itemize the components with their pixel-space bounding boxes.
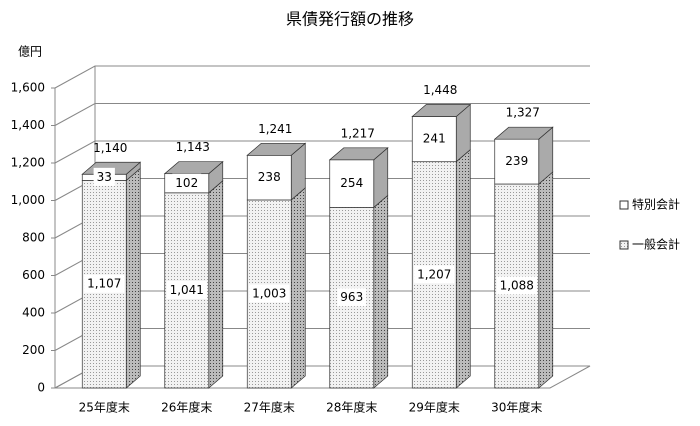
- legend-label: 一般会計: [632, 237, 680, 252]
- data-label-box: [254, 168, 284, 187]
- legend-swatch: [619, 240, 629, 250]
- y-unit: 億円: [18, 45, 42, 59]
- bar-top: [163, 161, 224, 175]
- y-tick-label: 400: [22, 306, 45, 320]
- data-label: 239: [505, 154, 528, 168]
- bar-side: [208, 180, 224, 389]
- legend-swatch: [619, 200, 629, 210]
- data-label: 963: [340, 290, 363, 304]
- y-tick-label: 1,400: [11, 118, 45, 132]
- grid-line: [54, 103, 590, 126]
- bar-top: [493, 126, 554, 140]
- data-label: 254: [340, 176, 363, 190]
- bar-side: [373, 194, 389, 389]
- total-label: 1,217: [341, 126, 375, 140]
- total-label: 1,327: [506, 106, 540, 120]
- data-label-box: [172, 173, 202, 192]
- data-label: 1,207: [417, 267, 451, 281]
- legend-label: 特別会計: [632, 197, 680, 212]
- grid-line: [54, 65, 590, 89]
- total-label: 1,140: [93, 141, 127, 155]
- y-tick-label: 0: [37, 381, 45, 395]
- y-tick-label: 1,000: [11, 193, 45, 207]
- chart-title: 県債発行額の推移: [286, 10, 414, 29]
- data-label: 238: [258, 170, 281, 184]
- data-label-box: [496, 276, 537, 295]
- data-label-box: [502, 152, 532, 171]
- x-tick-label: 29年度末: [409, 400, 460, 415]
- data-label: 1,107: [87, 277, 121, 291]
- total-label: 1,448: [423, 83, 457, 97]
- x-tick-label: 25年度末: [79, 400, 130, 415]
- y-tick-label: 1,200: [11, 156, 45, 170]
- x-tick-label: 26年度末: [161, 400, 212, 415]
- data-label: 1,041: [170, 283, 204, 297]
- data-label-box: [166, 280, 207, 299]
- data-label-box: [84, 274, 125, 293]
- bar-side: [290, 187, 306, 389]
- data-label-box: [419, 129, 449, 148]
- x-tick-label: 30年度末: [491, 400, 542, 415]
- x-tick-label: 28年度末: [326, 400, 377, 415]
- bar-side: [125, 167, 141, 389]
- data-label: 102: [175, 176, 198, 190]
- bar-top: [246, 142, 307, 156]
- bar-top: [411, 104, 472, 117]
- data-label-box: [337, 288, 367, 307]
- bar-side: [538, 171, 554, 389]
- data-label: 33: [97, 170, 112, 184]
- data-label-box: [414, 265, 455, 284]
- data-label: 241: [423, 132, 446, 146]
- total-label: 1,241: [258, 122, 292, 136]
- total-label: 1,143: [176, 140, 210, 154]
- y-tick-label: 200: [22, 343, 45, 357]
- y-tick-label: 1,600: [11, 81, 45, 95]
- data-label-box: [337, 174, 367, 193]
- y-tick-label: 600: [22, 268, 45, 282]
- data-label-box: [249, 284, 290, 303]
- x-tick-label: 27年度末: [244, 400, 295, 415]
- data-label: 1,088: [500, 279, 534, 293]
- y-tick-label: 800: [22, 231, 45, 245]
- data-label-box: [93, 167, 115, 186]
- data-label: 1,003: [252, 286, 286, 300]
- bar-top: [328, 147, 389, 161]
- bar-side: [455, 148, 471, 389]
